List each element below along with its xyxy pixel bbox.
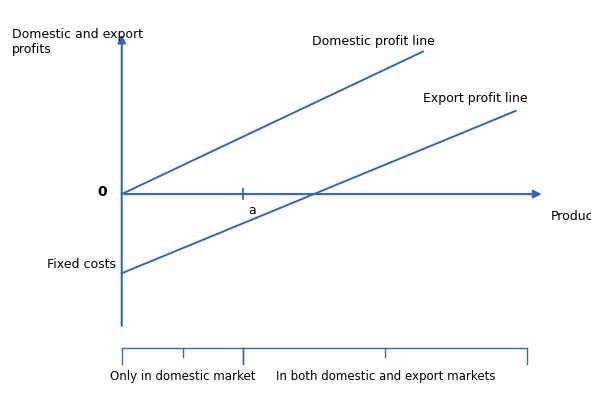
Text: Domestic profit line: Domestic profit line <box>311 35 434 48</box>
Text: Domestic and export
profits: Domestic and export profits <box>12 28 142 56</box>
Text: Fixed costs: Fixed costs <box>47 258 116 271</box>
Text: a: a <box>248 204 256 217</box>
Text: Only in domestic market: Only in domestic market <box>110 370 255 383</box>
Text: Productivity: Productivity <box>550 210 591 223</box>
Text: 0: 0 <box>98 185 108 199</box>
Text: Export profit line: Export profit line <box>423 92 527 105</box>
Text: In both domestic and export markets: In both domestic and export markets <box>275 370 495 383</box>
